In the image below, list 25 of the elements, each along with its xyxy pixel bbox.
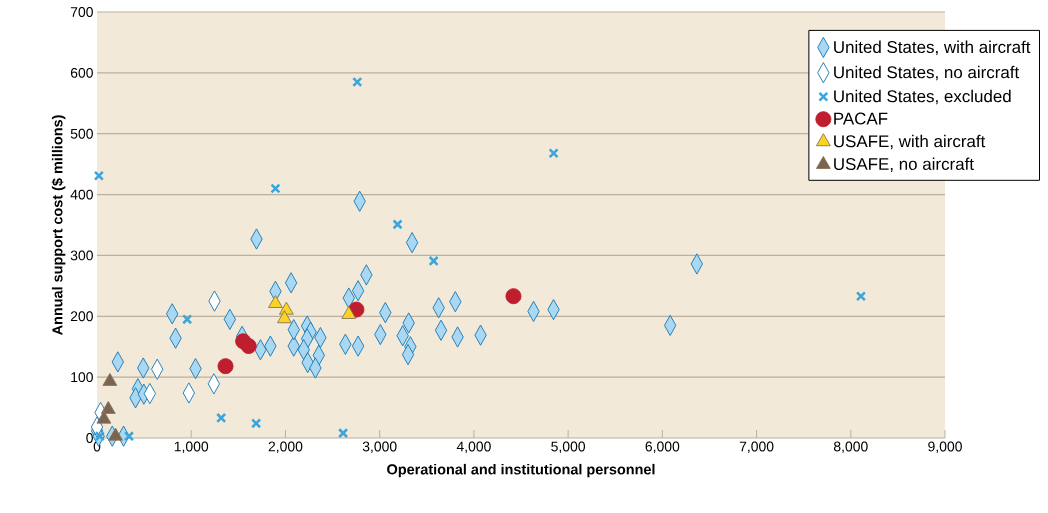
y-tick-label: 600 (70, 67, 93, 78)
legend-label: USAFE, no aircraft (834, 157, 974, 173)
x-tick-label: 8,000 (833, 441, 868, 454)
x-tick-label: 2,000 (268, 441, 303, 454)
y-tick-label: 200 (70, 311, 93, 322)
y-tick-label: 0 (86, 433, 93, 443)
y-tick-label: 700 (70, 7, 93, 17)
x-tick-label: 6,000 (645, 441, 680, 454)
legend-label: USAFE, with aircraft (834, 134, 986, 150)
legend-label: United States, excluded (834, 89, 1011, 105)
legend-label: PACAF (834, 112, 888, 125)
x-tick-label: 7,000 (739, 441, 774, 454)
x-tick-label: 5,000 (551, 441, 586, 454)
x-tick-label: 9,000 (928, 441, 962, 454)
x-axis-title: Operational and institutional personnel (387, 463, 655, 478)
y-axis-title: Annual support cost ($ millions) (51, 115, 66, 335)
y-tick-label: 400 (70, 189, 93, 200)
x-tick-label: 4,000 (456, 441, 491, 454)
y-tick-label: 500 (70, 128, 93, 139)
x-tick-label: 1,000 (174, 441, 209, 454)
y-tick-label: 300 (70, 250, 93, 261)
x-tick-label: 3,000 (362, 441, 397, 454)
legend-label: United States, no aircraft (834, 65, 1020, 81)
legend-label: United States, with aircraft (834, 40, 1031, 56)
y-tick-label: 100 (71, 372, 93, 383)
